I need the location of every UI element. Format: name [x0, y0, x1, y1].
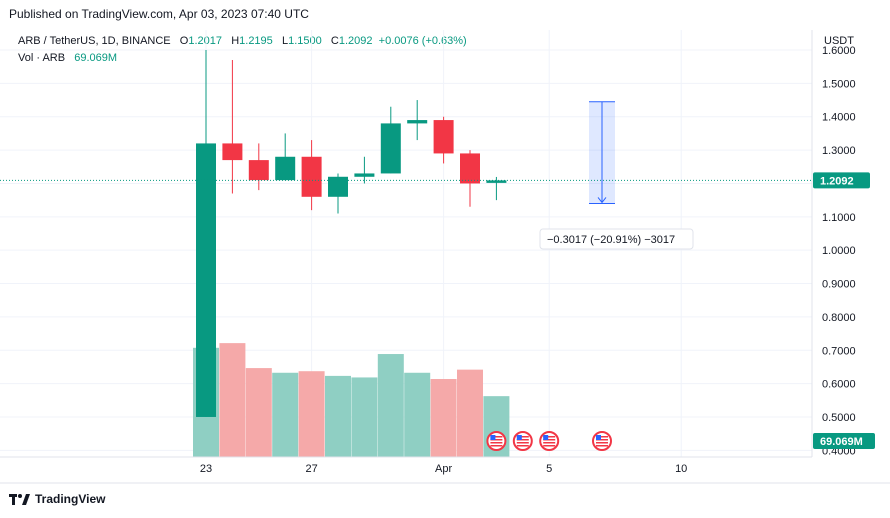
legend-vol-value: 69.069M — [74, 52, 118, 64]
volume-bar — [377, 354, 404, 457]
legend-low: 1.1500 — [288, 35, 322, 47]
time-axis: 23 27 Apr 5 10 — [200, 463, 687, 475]
candle-body — [433, 120, 454, 154]
us-flag-event-icon — [512, 431, 533, 451]
time-tick-label: Apr — [435, 463, 452, 475]
candle-body — [407, 120, 428, 124]
price-tick-label: 0.5000 — [822, 412, 856, 424]
candle-body — [275, 156, 296, 181]
candle — [380, 106, 401, 174]
measure-arrow-head — [597, 197, 607, 204]
candle-body — [328, 176, 348, 197]
candle — [407, 100, 428, 141]
time-tick-label: 10 — [675, 463, 687, 475]
currency-label: USDT — [824, 35, 854, 47]
footer-brand-text: TradingView — [35, 492, 106, 506]
last-price-value: 1.2092 — [820, 175, 854, 187]
volume-bar — [219, 343, 246, 457]
us-flag-event-icon — [486, 431, 507, 451]
us-flag-event-icon — [539, 431, 560, 451]
legend-low-label: L — [281, 35, 289, 47]
legend-close: 1.2092 — [338, 35, 373, 47]
volume-bar — [351, 377, 378, 457]
candle — [433, 116, 454, 164]
candle-body — [196, 143, 216, 417]
price-tick-label: 1.6000 — [822, 45, 856, 57]
legend-open: 1.2017 — [188, 35, 223, 47]
published-text: Published on TradingView.com, Apr 03, 20… — [9, 7, 309, 21]
price-tick-label: 0.7000 — [822, 345, 856, 357]
legend-open-label: O — [179, 35, 189, 47]
time-tick-label: 27 — [305, 463, 317, 475]
candles — [196, 50, 507, 417]
price-tick-label: 0.6000 — [822, 379, 856, 391]
candle — [486, 176, 507, 201]
candle — [248, 143, 269, 191]
time-tick-label: 5 — [546, 463, 552, 475]
candle — [354, 156, 375, 184]
us-flag-event-icon — [592, 431, 612, 451]
legend-high: 1.2195 — [239, 35, 273, 47]
volume-bars — [193, 343, 510, 457]
candle-body — [222, 143, 243, 161]
event-markers — [486, 431, 612, 451]
price-tick-label: 0.9000 — [822, 279, 856, 291]
candle — [275, 133, 296, 181]
volume-bar — [245, 368, 272, 457]
candle — [222, 60, 243, 194]
measure-label-box: −0.3017 (−20.91%) −3017 — [539, 228, 694, 250]
price-tick-label: 1.3000 — [822, 145, 856, 157]
candle-body — [380, 123, 401, 174]
volume-bar — [457, 369, 483, 457]
candle — [328, 173, 348, 214]
candle-body — [354, 173, 375, 177]
price-tick-label: 1.0000 — [822, 245, 856, 257]
legend-vol-label[interactable]: Vol · ARB — [18, 52, 66, 64]
legend-symbol[interactable]: ARB / TetherUS, 1D, BINANCE — [18, 35, 171, 47]
volume-bar — [430, 379, 457, 457]
volume-bar — [272, 372, 299, 457]
volume-bar — [298, 371, 325, 457]
candle-body — [486, 180, 507, 183]
time-tick-label: 23 — [200, 463, 212, 475]
price-axis: 1.60001.50001.40001.30001.20001.10001.00… — [822, 45, 856, 457]
tradingview-logo-icon — [9, 494, 30, 505]
price-tick-label: 1.5000 — [822, 78, 856, 90]
legend-high-label: H — [231, 35, 240, 47]
legend-change: +0.0076 (+0.63%) — [378, 35, 467, 47]
candle-body — [301, 156, 322, 197]
last-volume-badge: 69.069M — [813, 433, 875, 449]
volume-bar — [404, 372, 431, 457]
last-price-badge: 1.2092 — [813, 172, 870, 189]
last-volume-value: 69.069M — [820, 436, 863, 448]
volume-bar — [325, 375, 351, 457]
candle — [196, 50, 216, 417]
price-tick-label: 1.1000 — [822, 212, 856, 224]
legend-ohlc: ARB / TetherUS, 1D, BINANCE O1.2017 H1.2… — [18, 35, 467, 47]
candle — [301, 140, 322, 211]
candle-body — [248, 160, 269, 181]
price-tick-label: 0.8000 — [822, 312, 856, 324]
price-tick-label: 1.4000 — [822, 112, 856, 124]
measure-label: −0.3017 (−20.91%) −3017 — [547, 234, 675, 246]
candle — [460, 150, 480, 207]
legend-volume: Vol · ARB 69.069M — [18, 52, 117, 64]
footer-brand[interactable]: TradingView — [9, 492, 105, 506]
candle-body — [460, 153, 480, 184]
measure-tool — [589, 101, 615, 204]
legend-close-label: C — [330, 35, 339, 47]
